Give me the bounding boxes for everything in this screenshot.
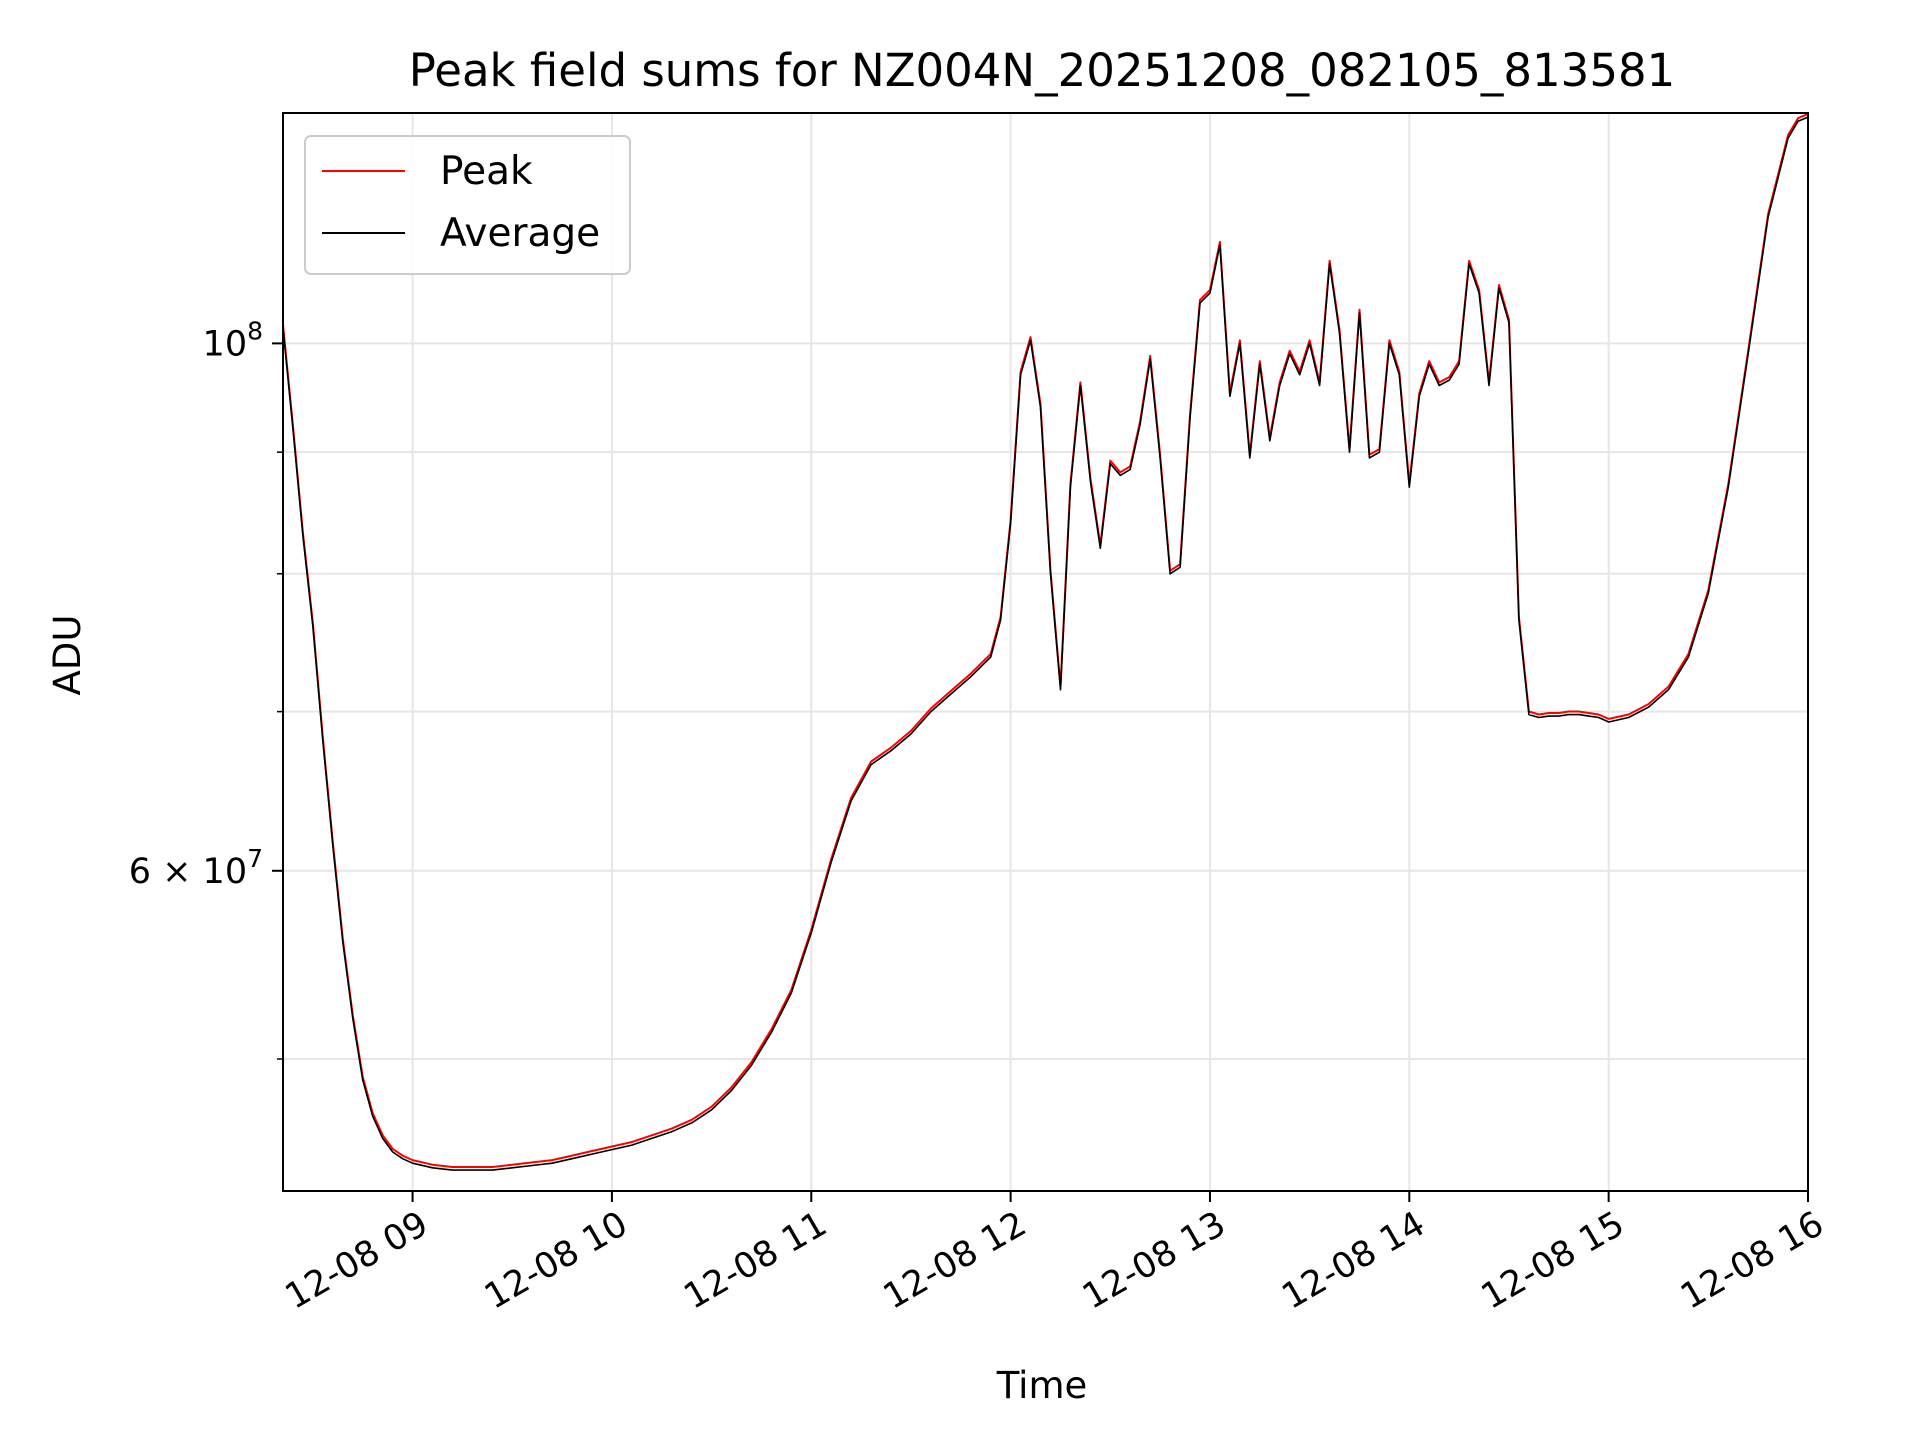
y-axis-label: ADU [46, 615, 89, 696]
y-tick-exponent: 8 [247, 316, 263, 345]
y-tick-base: 10 [203, 852, 248, 892]
y-tick-prefix: 6 × [129, 852, 203, 892]
x-tick-label: 12-08 15 [1475, 1204, 1631, 1317]
legend: Peak Average [304, 135, 631, 275]
x-tick-label: 12-08 09 [279, 1204, 435, 1317]
y-tick-exponent: 7 [247, 844, 263, 873]
x-tick-label: 12-08 13 [1076, 1204, 1232, 1317]
series-layer [282, 113, 1809, 1171]
x-tick-label: 12-08 12 [877, 1204, 1033, 1317]
chart-title: Peak field sums for NZ004N_20251208_0821… [409, 44, 1675, 97]
plot-frame [282, 112, 1809, 1192]
legend-label: Peak [440, 149, 533, 194]
x-tick-label: 12-08 10 [478, 1204, 634, 1317]
x-tick-label: 12-08 14 [1276, 1204, 1432, 1317]
x-tick-label: 12-08 16 [1674, 1204, 1830, 1317]
grid-lines [283, 113, 1809, 1191]
legend-label: Average [440, 211, 600, 256]
y-tick-label: 108 [203, 316, 263, 364]
x-tick-label: 12-08 11 [677, 1204, 833, 1317]
y-tick-label: 6 × 107 [129, 844, 263, 892]
x-axis-label: Time [996, 1364, 1088, 1407]
y-tick-base: 10 [203, 324, 248, 364]
x-axis: 12-08 09 12-08 10 12-08 11 12-08 12 12-08 13… [279, 1191, 1831, 1317]
average-series-line [282, 116, 1809, 1171]
